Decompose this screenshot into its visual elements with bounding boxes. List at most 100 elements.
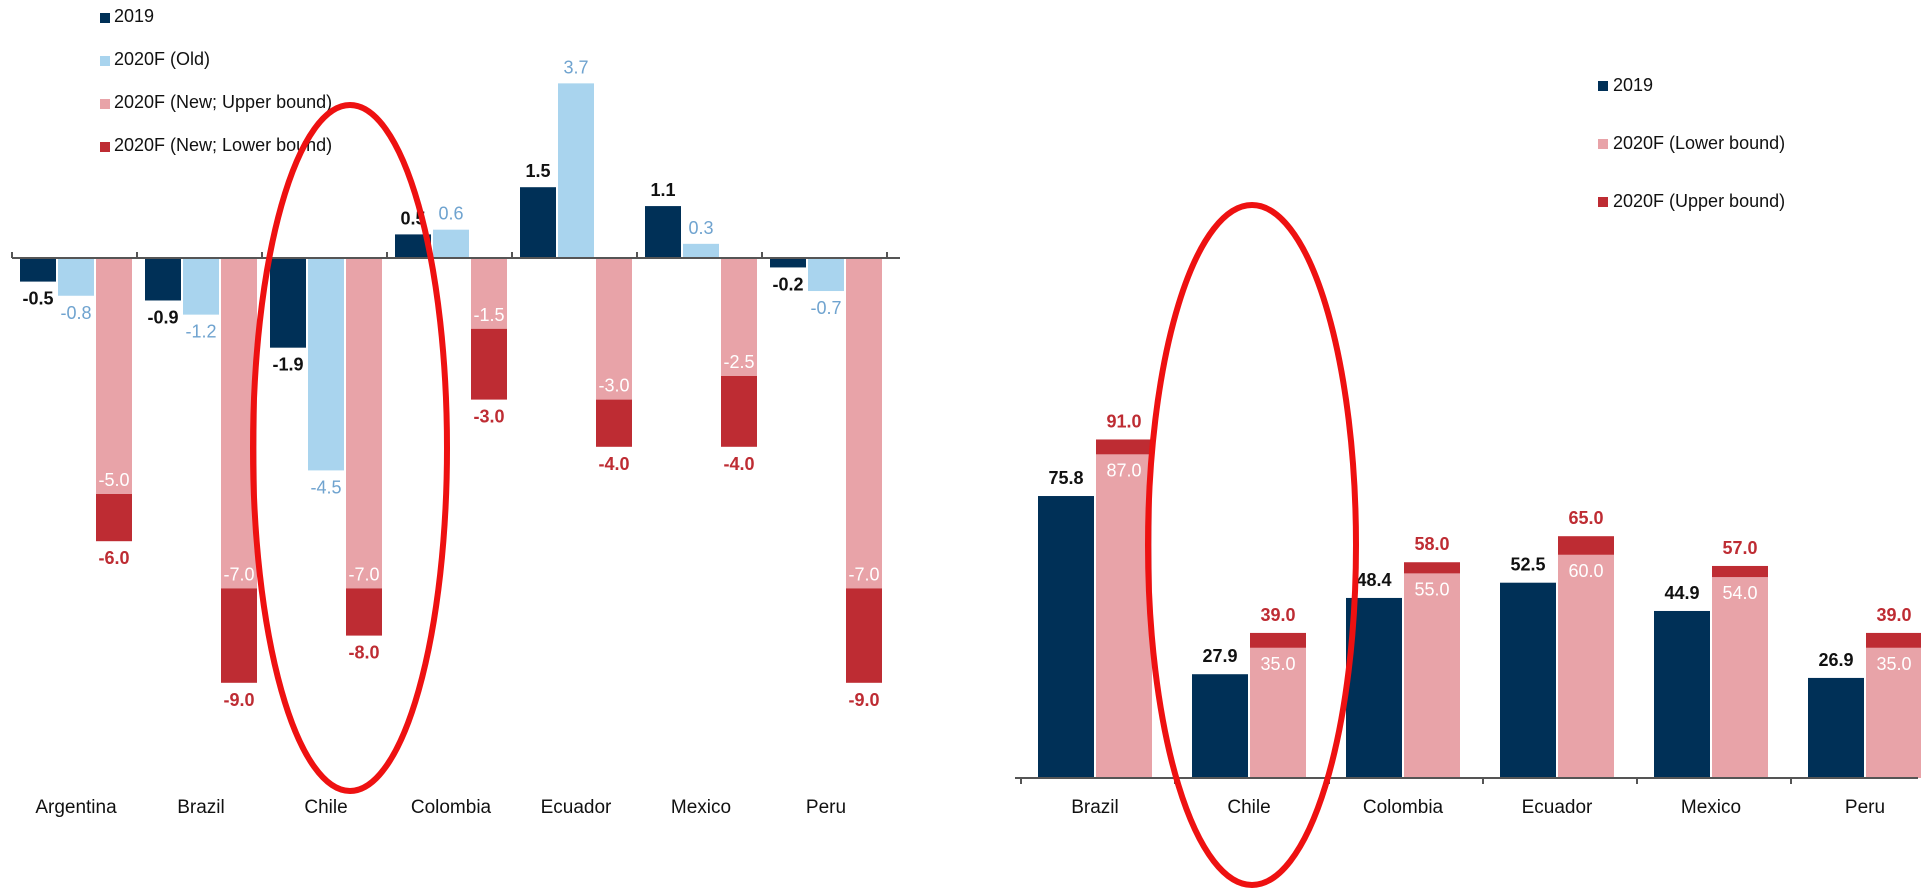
bar-lower-bound-peru [1866,647,1921,778]
value-label-upper-bound-colombia: 58.0 [1414,534,1449,554]
bar-upper-bound-peru [846,258,882,589]
bar-upper-bound-chile [1250,632,1306,648]
value-label-2019-ecuador: 52.5 [1510,555,1545,575]
category-label-peru: Peru [1845,797,1885,818]
legend-label-2020f-new-upper-bound: 2020F (New; Upper bound) [114,92,332,112]
category-label-brazil: Brazil [177,797,225,818]
bar-2019-peru [770,258,806,268]
bar-upper-bound-peru [1866,632,1921,648]
bar-2019-chile [1192,674,1248,778]
value-label-lower-bound-ecuador: -4.0 [598,454,629,474]
legend-swatch-2020f-lower-bound [1598,139,1608,149]
bar-upper-bound-ecuador [596,258,632,400]
category-label-colombia: Colombia [1363,797,1444,818]
legend-label-2019: 2019 [114,6,154,26]
value-label-upper-bound-brazil: -7.0 [223,564,254,584]
bar-lower-bound-argentina [96,494,132,542]
bar-2020f-old-mexico [683,243,719,258]
value-label-lower-bound-argentina: -6.0 [98,548,129,568]
category-label-mexico: Mexico [1681,797,1741,818]
highlight-ellipse-chile [1145,202,1359,888]
bar-lower-bound-peru [846,588,882,683]
value-label-2019-argentina: -0.5 [22,289,53,309]
bar-2019-chile [270,258,306,348]
value-label-2019-peru: 26.9 [1818,650,1853,670]
bar-lower-bound-mexico [721,376,757,447]
category-label-mexico: Mexico [671,797,731,818]
legend-label-2020f-upper-bound: 2020F (Upper bound) [1613,191,1785,211]
bar-lower-bound-brazil [221,588,257,683]
value-label-2020f-old-ecuador: 3.7 [563,57,588,77]
bar-2019-colombia [395,234,431,258]
debt-chart: 75.8 87.0 91.0 27.9 35.0 39.0 48.4 55.0 58.0 52.5… [1015,75,1921,888]
category-label-ecuador: Ecuador [541,797,612,818]
category-label-colombia: Colombia [411,797,492,818]
value-label-lower-bound-mexico: 54.0 [1722,583,1757,603]
bar-upper-bound-chile [346,258,382,589]
value-label-2019-mexico: 1.1 [650,180,675,200]
bar-2020f-old-colombia [433,229,469,258]
value-label-2019-ecuador: 1.5 [525,161,550,181]
value-label-2020f-old-mexico: 0.3 [688,218,713,238]
value-label-upper-bound-peru: 39.0 [1876,605,1911,625]
bar-2020f-old-chile [308,258,344,471]
legend-swatch-2019 [100,13,110,23]
highlight-ellipse-chile [250,102,450,794]
legend-label-2020f-lower-bound: 2020F (Lower bound) [1613,133,1785,153]
bar-lower-bound-mexico [1712,577,1768,778]
category-label-peru: Peru [806,797,846,818]
legend-swatch-2019 [1598,81,1608,91]
legend-swatch-2020f-new-upper-bound [100,99,110,109]
value-label-lower-bound-brazil: -9.0 [223,690,254,710]
bar-2019-brazil [145,258,181,301]
value-label-upper-bound-chile: -7.0 [348,564,379,584]
category-label-ecuador: Ecuador [1522,797,1593,818]
value-label-2019-brazil: 75.8 [1048,468,1083,488]
bar-lower-bound-chile [346,588,382,636]
bar-upper-bound-argentina [96,258,132,494]
value-label-lower-bound-chile: -8.0 [348,643,379,663]
value-label-2020f-old-chile: -4.5 [310,477,341,497]
bar-upper-bound-ecuador [1558,536,1614,555]
category-label-chile: Chile [1227,797,1270,818]
bar-lower-bound-colombia [471,328,507,400]
value-label-upper-bound-argentina: -5.0 [98,470,129,490]
value-label-upper-bound-brazil: 91.0 [1106,411,1141,431]
value-label-lower-bound-colombia: 55.0 [1414,579,1449,599]
bar-2020f-old-brazil [183,258,219,315]
bar-lower-bound-brazil [1096,454,1152,778]
bar-2020f-old-peru [808,258,844,292]
value-label-2020f-old-argentina: -0.8 [60,303,91,323]
bar-2019-ecuador [520,187,556,258]
value-label-2019-mexico: 44.9 [1664,583,1699,603]
bar-lower-bound-ecuador [596,399,632,447]
legend-label-2020f-new-lower-bound: 2020F (New; Lower bound) [114,135,332,155]
legend-swatch-2020f-old [100,56,110,66]
bar-upper-bound-colombia [471,258,507,329]
value-label-2020f-old-brazil: -1.2 [185,322,216,342]
value-label-2020f-old-colombia: 0.6 [438,204,463,224]
bar-lower-bound-chile [1250,647,1306,778]
bar-2019-argentina [20,258,56,282]
value-label-upper-bound-mexico: 57.0 [1722,538,1757,558]
value-label-lower-bound-chile: 35.0 [1260,654,1295,674]
bar-lower-bound-ecuador [1558,554,1614,778]
bar-2019-peru [1808,677,1864,778]
bar-upper-bound-brazil [1096,439,1152,455]
value-label-2020f-old-peru: -0.7 [810,298,841,318]
value-label-lower-bound-mexico: -4.0 [723,454,754,474]
category-label-chile: Chile [304,797,347,818]
legend-label-2019: 2019 [1613,75,1653,95]
bar-2020f-old-argentina [58,258,94,296]
value-label-2019-colombia: 48.4 [1356,570,1391,590]
value-label-2019-chile: -1.9 [272,355,303,375]
value-label-upper-bound-peru: -7.0 [848,564,879,584]
bar-upper-bound-colombia [1404,562,1460,574]
value-label-2019-peru: -0.2 [772,274,803,294]
value-label-upper-bound-mexico: -2.5 [723,352,754,372]
value-label-lower-bound-peru: -9.0 [848,690,879,710]
bar-upper-bound-mexico [1712,565,1768,578]
category-label-brazil: Brazil [1071,797,1119,818]
legend-swatch-2020f-upper-bound [1598,197,1608,207]
